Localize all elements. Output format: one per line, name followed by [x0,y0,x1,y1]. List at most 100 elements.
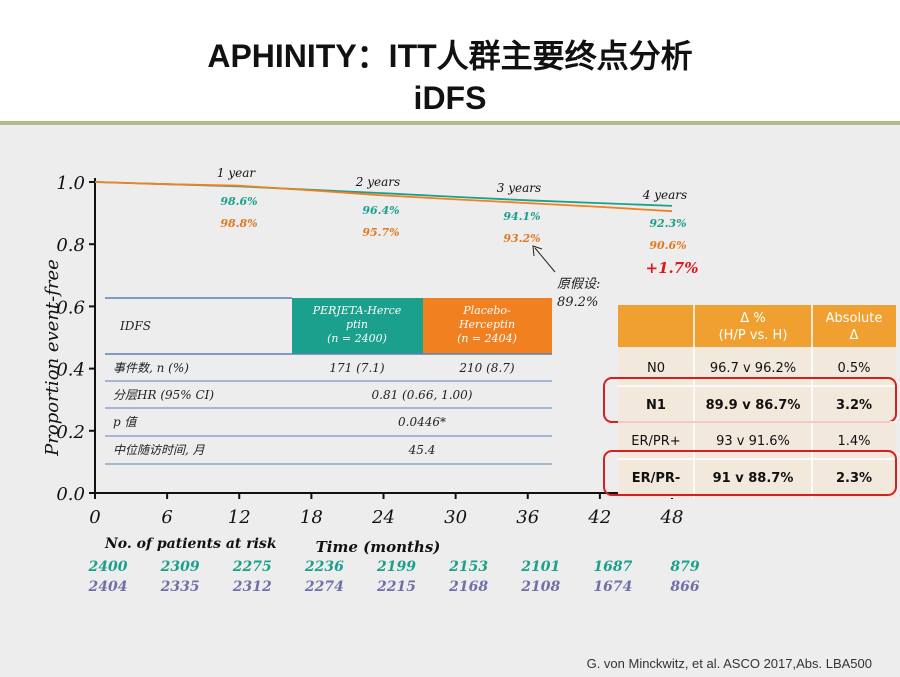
risk-value-perjeta: 879 [670,559,699,575]
placebo-header-text: Placebo- [462,304,511,317]
risk-value-perjeta: 2236 [304,559,344,575]
y-tick-label: 1.0 [56,173,85,194]
risk-value-placebo: 2215 [376,579,416,595]
placebo-header-text: Herceptin [458,318,515,331]
y-axis-label: Proportion event-free [42,259,63,457]
x-tick-label: 12 [228,507,251,528]
y-tick-label: 0.2 [56,422,85,443]
delta-4y-label: +1.7% [646,259,699,277]
subgroup-name: N1 [646,398,666,413]
y-tick-label: 0.8 [56,235,85,256]
subgroup-header-text: Absolute [826,311,883,326]
risk-value-placebo: 2274 [304,579,344,595]
table-row-label: p 值 [113,415,138,429]
subgroup-abs: 1.4% [837,434,870,449]
chart-curves [94,181,673,213]
table-row-value: 45.4 [408,443,436,457]
timepoint-label: 2 years [355,175,400,189]
x-tick-label: 18 [300,507,323,528]
risk-value-perjeta: 2199 [376,559,416,575]
x-tick-label: 48 [660,507,684,528]
subgroup-name: ER/PR+ [631,434,680,449]
risk-table-label: No. of patients at risk [104,536,277,552]
perjeta-header-text: PERJETA-Herce [312,304,402,317]
subgroup-delta: 93 v 91.6% [716,434,790,449]
placebo-rate-label: 95.7% [362,226,399,239]
table-row-value: 0.81 (0.66, 1.00) [372,388,473,402]
subgroup-table: Δ % (H/P vs. H) Absolute Δ N0 96.7 v 96.2% 0.5… [603,305,897,498]
citation: G. von Minckwitz, et al. ASCO 2017,Abs. … [586,656,872,671]
placebo-rate-label: 98.8% [220,217,257,230]
slide-subtitle: iDFS [413,80,487,116]
subgroup-header-text: Δ [850,328,859,343]
perjeta-header-text: (n = 2400) [327,332,387,345]
y-tick-label: 0.4 [56,360,85,381]
subgroup-header-text: (H/P vs. H) [719,328,788,343]
perjeta-rate-label: 92.3% [649,217,686,230]
risk-value-perjeta: 2400 [88,559,128,575]
subgroup-header-text: Δ % [740,311,765,326]
risk-value-perjeta: 1687 [593,559,632,575]
placebo-header-text: (n = 2404) [457,332,517,345]
risk-value-placebo: 2335 [160,579,200,595]
risk-value-perjeta: 2309 [160,559,200,575]
subgroup-delta: 91 v 88.7% [713,471,794,486]
assumption-line2: 89.2% [557,295,598,310]
table-row-label: 分层HR (95% CI) [113,388,214,402]
header: APHINITY：ITT人群主要终点分析 iDFS [0,0,900,118]
slide-title: APHINITY：ITT人群主要终点分析 [207,38,693,74]
perjeta-rate-label: 94.1% [503,210,540,223]
x-tick-label: 0 [89,507,100,528]
chart-labels: 1 year 98.6% 98.8% 2 years 96.4% 95.7% 3 years… [217,166,699,310]
subgroup-name: ER/PR- [632,471,681,486]
perjeta-rate-label: 96.4% [362,204,399,217]
risk-value-placebo: 866 [670,579,699,595]
placebo-rate-label: 93.2% [503,232,540,245]
perjeta-header-text: ptin [346,318,368,331]
subgroup-abs: 2.3% [836,471,872,486]
placebo-header-cell [423,298,552,354]
risk-value-placebo: 1674 [593,579,632,595]
idfs-header: IDFS [119,319,151,333]
timepoint-label: 4 years [642,188,687,202]
subgroup-abs: 3.2% [836,398,872,413]
table-row-label: 事件数, n (%) [113,361,189,375]
risk-value-placebo: 2404 [88,579,128,595]
risk-value-perjeta: 2101 [520,559,560,575]
assumption-arrow [534,247,556,273]
assumption-line1: 原假设: [557,277,600,292]
risk-value-perjeta: 2153 [448,559,488,575]
table-row-value: 171 (7.1) [329,361,384,375]
timepoint-label: 1 year [217,166,256,180]
assumption-arrowhead [532,245,543,257]
x-tick-label: 42 [587,507,611,528]
subgroup-delta: 96.7 v 96.2% [710,361,796,376]
series-line-1 [94,181,673,213]
x-tick-label: 36 [516,507,539,528]
timepoint-label: 3 years [497,181,541,195]
table-row-value: 210 (8.7) [458,361,514,375]
x-tick-label: 24 [371,507,395,528]
risk-value-placebo: 2108 [520,579,560,595]
risk-value-placebo: 2312 [232,579,272,595]
chart-axes: 0.0 0.2 0.4 0.6 0.8 1.0 0 6 12 18 24 30 36 42 48 Propor… [42,173,683,556]
perjeta-header-cell [292,298,423,354]
subgroup-name: N0 [647,361,665,376]
y-tick-label: 0.0 [56,484,85,505]
subgroup-abs: 0.5% [837,361,870,376]
header-divider [0,121,900,125]
subgroup-delta: 89.9 v 86.7% [706,398,801,413]
risk-value-perjeta: 2275 [232,559,272,575]
idfs-table: IDFS PERJETA-Herceptin(n = 2400) Placebo-H… [105,297,552,465]
perjeta-rate-label: 98.6% [220,195,257,208]
subgroup-header-bg [618,305,896,347]
risk-value-placebo: 2168 [448,579,488,595]
table-row-label: 中位随访时间, 月 [113,443,206,457]
placebo-rate-label: 90.6% [649,239,686,252]
risk-table: No. of patients at risk 2400 2309 2275 2236 2… [88,536,700,595]
subgroup-highlight-box [603,450,897,496]
table-row-value: 0.0446* [398,415,446,429]
y-tick-label: 0.6 [56,297,85,318]
